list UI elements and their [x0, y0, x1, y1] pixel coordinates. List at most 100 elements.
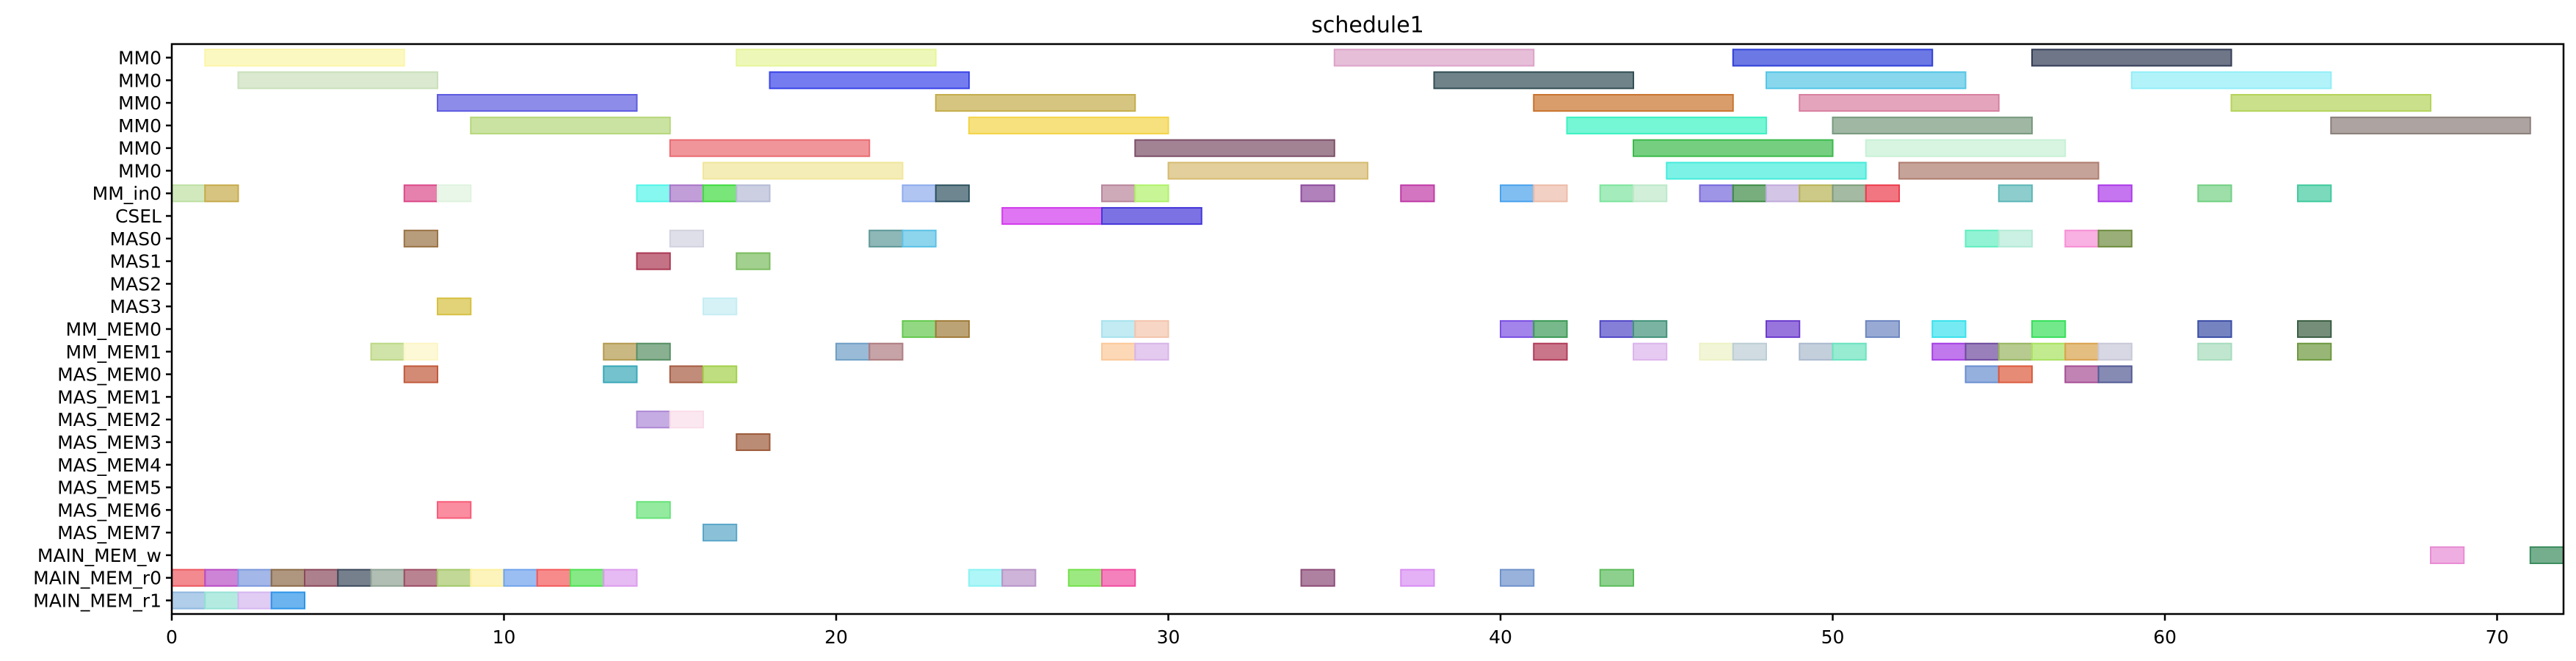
- task-bar: [171, 568, 206, 587]
- task-bar: [769, 71, 970, 90]
- task-bar: [1101, 342, 1136, 361]
- task-bar: [1633, 342, 1668, 361]
- y-tick-label: MM0: [118, 115, 162, 137]
- task-bar: [2064, 342, 2100, 361]
- task-bar: [736, 48, 937, 67]
- task-bar: [1931, 319, 1967, 339]
- y-tick-label: MAIN_MEM_r1: [33, 590, 162, 612]
- task-bar: [2197, 319, 2232, 339]
- task-bar: [1964, 342, 2000, 361]
- y-tick-label: MAS_MEM1: [57, 386, 162, 408]
- y-tick-label: MM_in0: [92, 183, 162, 204]
- task-bar: [703, 524, 738, 542]
- task-bar: [437, 297, 472, 316]
- task-bar: [1101, 319, 1136, 339]
- task-bar: [1500, 568, 1535, 587]
- task-bar: [1732, 342, 1767, 361]
- task-bar: [901, 319, 937, 339]
- task-bar: [1998, 342, 2033, 361]
- task-bar: [669, 139, 871, 157]
- task-bar: [669, 365, 704, 383]
- task-bar: [403, 184, 438, 203]
- task-bar: [1001, 206, 1103, 225]
- task-bar: [1101, 184, 1136, 203]
- x-tick-label: 30: [1157, 626, 1180, 648]
- task-bar: [1633, 184, 1668, 203]
- task-bar: [935, 93, 1136, 112]
- task-bar: [1001, 568, 1037, 587]
- task-bar: [570, 568, 605, 587]
- task-bar: [935, 184, 970, 203]
- task-bar: [2297, 319, 2332, 339]
- task-bar: [703, 162, 904, 180]
- y-tick-label: MAS_MEM4: [57, 455, 162, 476]
- task-bar: [2031, 342, 2067, 361]
- chart-title: schedule1: [1311, 12, 1424, 38]
- task-bar: [503, 568, 538, 587]
- task-bar: [304, 568, 339, 587]
- task-bar: [437, 93, 638, 112]
- task-bar: [1134, 342, 1169, 361]
- task-bar: [603, 365, 638, 383]
- task-bar: [1865, 139, 2067, 157]
- task-bar: [968, 568, 1004, 587]
- task-bar: [1633, 319, 1668, 339]
- task-bar: [703, 297, 738, 316]
- task-bar: [470, 568, 505, 587]
- y-tick-label: MM_MEM0: [66, 319, 162, 340]
- task-bar: [403, 342, 438, 361]
- y-tick-label: MAS0: [110, 228, 162, 250]
- task-bar: [636, 342, 671, 361]
- x-tick-label: 50: [1821, 626, 1845, 648]
- task-bar: [1101, 568, 1136, 587]
- task-bar: [1732, 48, 1934, 67]
- task-bar: [1566, 116, 1767, 134]
- task-bar: [1533, 342, 1568, 361]
- task-bar: [1167, 162, 1368, 180]
- task-bar: [636, 184, 671, 203]
- task-bar: [403, 229, 438, 248]
- task-bar: [1134, 184, 1169, 203]
- task-bar: [1865, 319, 1900, 339]
- task-bar: [204, 184, 239, 203]
- task-bar: [1533, 319, 1568, 339]
- task-bar: [868, 229, 904, 248]
- task-bar: [2297, 184, 2332, 203]
- y-tick-label: MAS_MEM2: [57, 409, 162, 430]
- task-bar: [1964, 229, 2000, 248]
- y-tick-label: MM0: [118, 160, 162, 181]
- x-axis: 0 10 20 30 40 50 60 70: [166, 614, 2508, 648]
- task-bar: [1599, 568, 1634, 587]
- task-bar: [2097, 184, 2133, 203]
- y-tick-label: MAIN_MEM_r0: [33, 568, 162, 589]
- task-bar: [237, 568, 272, 587]
- task-bar: [669, 411, 704, 429]
- task-bar: [204, 591, 239, 610]
- task-bar: [370, 568, 405, 587]
- task-bar: [1799, 93, 2000, 112]
- task-bar: [1134, 139, 1335, 157]
- y-tick-label: MAIN_MEM_w: [37, 545, 162, 566]
- task-bar: [736, 433, 771, 452]
- task-bar: [935, 319, 970, 339]
- task-bar: [1865, 184, 1900, 203]
- y-tick-label: MM0: [118, 47, 162, 68]
- y-tick-label: MM_MEM1: [66, 342, 162, 363]
- task-bar: [1300, 568, 1335, 587]
- task-bar: [2031, 319, 2067, 339]
- task-bar: [636, 411, 671, 429]
- y-tick-label: MAS_MEM7: [57, 522, 162, 543]
- task-bar: [337, 568, 372, 587]
- task-bar: [1101, 206, 1202, 225]
- task-bar: [403, 568, 438, 587]
- task-bar: [470, 116, 671, 134]
- task-bar: [270, 568, 305, 587]
- y-tick-label: MAS3: [110, 296, 162, 317]
- task-bar: [1766, 71, 1967, 90]
- task-bar: [2097, 365, 2133, 383]
- task-bar: [669, 184, 704, 203]
- task-bar: [2097, 342, 2133, 361]
- task-bar: [2064, 229, 2100, 248]
- task-bar: [171, 591, 206, 610]
